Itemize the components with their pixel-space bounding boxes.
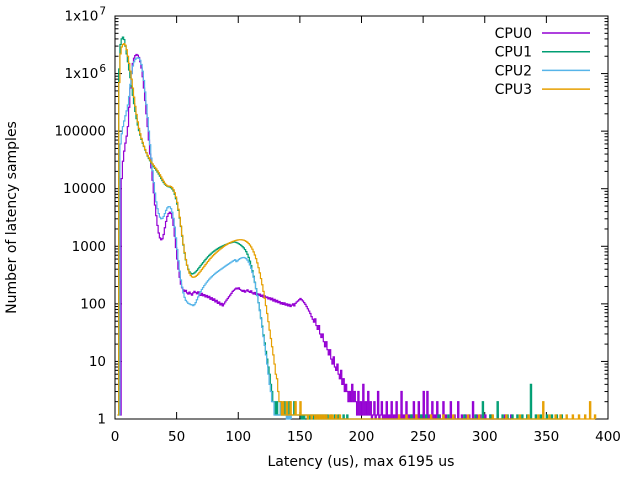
legend-item-cpu0: CPU0: [495, 26, 590, 42]
y-tick-label: 100: [80, 296, 106, 312]
x-tick-label: 150: [287, 429, 313, 445]
legend-item-cpu3: CPU3: [495, 82, 590, 98]
y-axis: 1 10 100 1000 10000 100000 1x106 1x107: [54, 6, 608, 428]
y-tick-label: 1: [97, 412, 106, 428]
y-tick-label: 1x106: [65, 63, 107, 82]
legend-item-cpu1: CPU1: [495, 45, 590, 61]
series-line-cpu0: [119, 53, 513, 420]
y-axis-title: Number of latency samples: [4, 121, 20, 314]
x-tick-label: 50: [168, 429, 185, 445]
y-tick-label: 100000: [54, 124, 106, 140]
y-tick-label: 1000: [72, 239, 106, 255]
legend-item-cpu2: CPU2: [495, 63, 590, 79]
plot-area: 0 50 100 150 200 250 300 350 4001101001000100001…: [54, 6, 620, 446]
y-tick-label: 10: [89, 354, 106, 370]
x-tick-label: 0: [111, 429, 120, 445]
legend-label: CPU3: [495, 82, 532, 98]
x-axis-title: Latency (us), max 6195 us: [268, 454, 455, 470]
plot-frame: [114, 15, 609, 420]
y-tick-label: 10000: [63, 181, 106, 197]
series-line-cpu2: [118, 57, 292, 420]
x-tick-label: 350: [533, 429, 559, 445]
x-tick-label: 200: [349, 429, 375, 445]
series-line-cpu3: [117, 43, 597, 420]
x-tick-label: 250: [410, 429, 436, 445]
legend-label: CPU1: [495, 45, 532, 61]
x-tick-label: 300: [472, 429, 498, 445]
legend: CPU0 CPU1 CPU2 CPU3: [495, 26, 590, 98]
x-tick-label: 100: [225, 429, 251, 445]
x-tick-label: 400: [595, 429, 621, 445]
legend-label: CPU2: [495, 63, 532, 79]
legend-label: CPU0: [495, 26, 532, 42]
y-tick-label: 1x107: [65, 6, 106, 25]
x-axis: 0 50 100 150 200 250 300 350 400: [111, 16, 621, 445]
